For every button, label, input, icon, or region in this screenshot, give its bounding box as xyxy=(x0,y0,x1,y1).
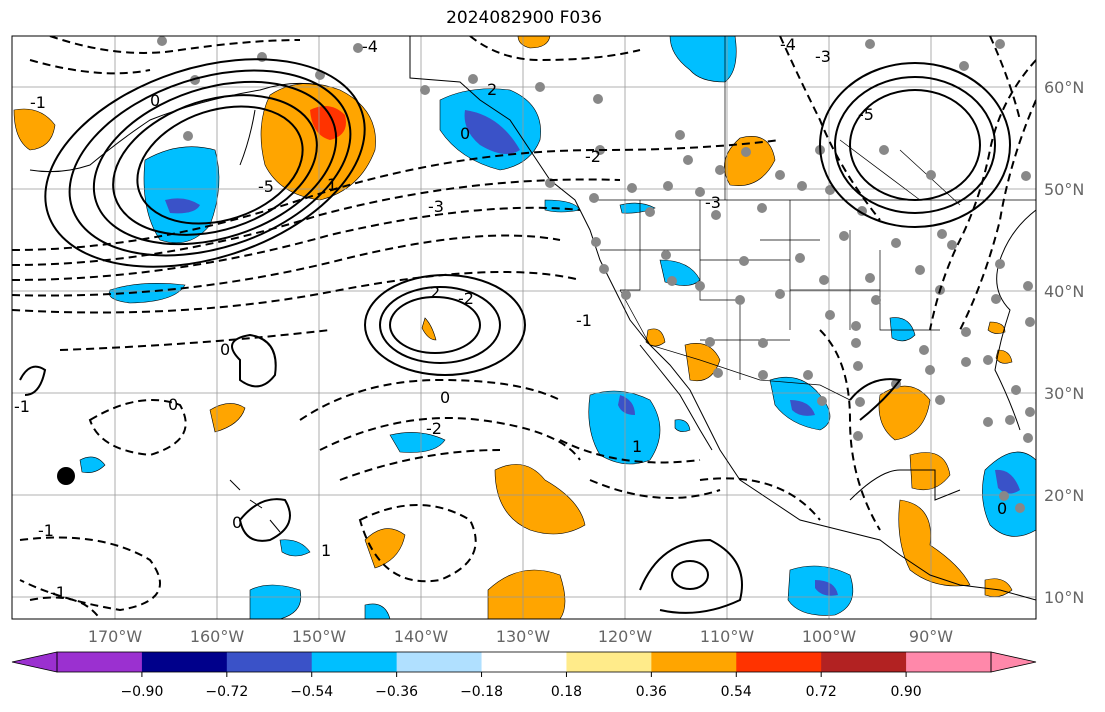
coastlines xyxy=(29,36,1036,601)
longitude-labels: 170°W 160°W 150°W 140°W 130°W 120°W 110°… xyxy=(88,627,953,646)
colorbar-segment xyxy=(906,652,992,672)
colorbar-segment xyxy=(736,652,822,672)
contour-labels: -4 -5 0 1 2 -2 -3 0 -1 2 -2 -1 0 -1 -2 0… xyxy=(14,35,1007,602)
lon-label: 170°W xyxy=(88,627,143,646)
colorbar-tick-label: 0.90 xyxy=(891,684,922,700)
contour-label: 2 xyxy=(430,283,440,302)
colorbar: −0.90 −0.72 −0.54 −0.36 −0.18 0.18 0.36 0.54 0.7… xyxy=(11,651,1037,700)
colorbar-tick-label: 0.36 xyxy=(636,684,667,700)
contour-label: 0 xyxy=(460,124,470,143)
lon-label: 140°W xyxy=(394,627,449,646)
contour-label: -5 xyxy=(858,105,874,124)
colorbar-segment xyxy=(226,652,313,672)
contour-label: -2 xyxy=(585,147,601,166)
positive-anomaly-shading xyxy=(13,36,1013,619)
latitude-labels: 60°N 50°N 40°N 30°N 20°N 10°N xyxy=(1044,78,1084,607)
colorbar-extend-high xyxy=(991,652,1036,672)
contour-label: -4 xyxy=(362,37,378,56)
colorbar-tick-label: −0.18 xyxy=(460,684,503,700)
black-dot-marker xyxy=(57,467,75,485)
contour-label: -1 xyxy=(50,583,66,602)
negative-anomaly-shading xyxy=(79,36,1036,619)
contour-label: 0 xyxy=(168,395,178,414)
gridlines xyxy=(12,36,1036,619)
map-title: 2024082900 F036 xyxy=(446,8,602,28)
lat-label: 60°N xyxy=(1044,78,1084,97)
colorbar-segment xyxy=(651,652,737,672)
colorbar-segment xyxy=(396,652,483,672)
lat-label: 40°N xyxy=(1044,282,1084,301)
colorbar-tick-label: −0.90 xyxy=(120,684,163,700)
colorbar-tick-label: −0.72 xyxy=(205,684,248,700)
lon-label: 120°W xyxy=(598,627,653,646)
contour-label: -3 xyxy=(705,193,721,212)
solid-contours xyxy=(19,58,1011,614)
contour-label: -1 xyxy=(576,311,592,330)
dashed-contours xyxy=(12,36,1036,619)
contour-label: 0 xyxy=(150,91,160,110)
colorbar-segment xyxy=(141,652,228,672)
colorbar-segment xyxy=(311,652,398,672)
contour-label: 0 xyxy=(220,340,230,359)
contour-label: 0 xyxy=(440,388,450,407)
contour-label: -4 xyxy=(780,35,796,54)
contour-label: 0 xyxy=(997,499,1007,518)
colorbar-tick-label: −0.54 xyxy=(290,684,333,700)
lon-label: 110°W xyxy=(700,627,755,646)
colorbar-tick-label: 0.54 xyxy=(721,684,752,700)
lat-label: 20°N xyxy=(1044,486,1084,505)
colorbar-tick-label: −0.36 xyxy=(375,684,418,700)
contour-label: 1 xyxy=(321,541,331,560)
lat-label: 30°N xyxy=(1044,384,1084,403)
lon-label: 90°W xyxy=(909,627,953,646)
colorbar-tick-label: 0.72 xyxy=(806,684,837,700)
lon-label: 130°W xyxy=(496,627,551,646)
contour-label: -2 xyxy=(458,289,474,308)
map-frame xyxy=(11,35,1037,620)
colorbar-tick-label: 0.18 xyxy=(551,684,582,700)
lon-label: 160°W xyxy=(190,627,245,646)
colorbar-segment xyxy=(821,652,907,672)
contour-label: -5 xyxy=(258,177,274,196)
colorbar-segment xyxy=(57,652,143,672)
lon-label: 150°W xyxy=(292,627,347,646)
colorbar-extend-low xyxy=(12,652,57,672)
contour-label: 1 xyxy=(327,175,337,194)
contour-label: 1 xyxy=(632,437,642,456)
contour-label: -3 xyxy=(815,47,831,66)
lon-label: 100°W xyxy=(802,627,857,646)
contour-label: -3 xyxy=(428,197,444,216)
contour-label: -1 xyxy=(14,397,30,416)
colorbar-segment xyxy=(481,652,567,672)
lat-label: 10°N xyxy=(1044,588,1084,607)
lat-label: 50°N xyxy=(1044,180,1084,199)
contour-label: 0 xyxy=(232,513,242,532)
contour-label: -1 xyxy=(38,521,54,540)
contour-label: -1 xyxy=(30,93,46,112)
contour-label: 2 xyxy=(487,80,497,99)
colorbar-segment xyxy=(566,652,652,672)
contour-label: -2 xyxy=(426,419,442,438)
